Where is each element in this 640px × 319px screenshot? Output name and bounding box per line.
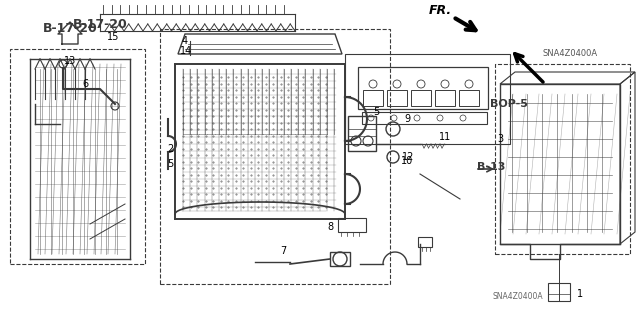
Text: SNA4Z0400A: SNA4Z0400A [492, 292, 543, 301]
Bar [459, 90, 479, 106]
Bar [10, 49, 145, 264]
Bar [387, 90, 407, 106]
Text: 9: 9 [404, 114, 410, 124]
Text: 6: 6 [82, 79, 88, 89]
Text: 11: 11 [439, 132, 451, 142]
Bar [358, 67, 488, 109]
Bar [362, 112, 487, 124]
Bar [330, 252, 350, 266]
Text: 13: 13 [64, 56, 76, 66]
Bar [345, 54, 510, 144]
Text: FR.: FR. [428, 4, 452, 18]
Bar [338, 218, 366, 232]
Bar [435, 90, 455, 106]
Text: B-17-20: B-17-20 [72, 18, 127, 31]
Text: 5: 5 [373, 107, 379, 117]
Bar [363, 90, 383, 106]
Text: 3: 3 [497, 134, 503, 144]
Bar [411, 90, 431, 106]
Text: 12: 12 [402, 152, 414, 162]
Text: 14: 14 [180, 46, 192, 56]
Bar [500, 84, 620, 244]
Bar [175, 64, 345, 219]
Bar [348, 116, 376, 151]
Text: 1: 1 [577, 289, 583, 299]
Text: 2: 2 [167, 144, 173, 154]
Text: 15: 15 [107, 32, 119, 42]
Text: 8: 8 [327, 222, 333, 232]
Text: 5: 5 [167, 159, 173, 169]
Bar [160, 29, 390, 284]
Text: 4: 4 [182, 36, 188, 46]
Text: B-13: B-13 [477, 162, 506, 172]
Text: 7: 7 [280, 246, 286, 256]
Bar [418, 237, 432, 247]
Text: B-17-20: B-17-20 [43, 21, 97, 34]
Text: SNA4Z0400A: SNA4Z0400A [543, 49, 598, 58]
Bar [495, 64, 630, 254]
Text: BOP-5: BOP-5 [490, 99, 528, 109]
Text: 10: 10 [401, 156, 413, 166]
Bar [548, 283, 570, 301]
